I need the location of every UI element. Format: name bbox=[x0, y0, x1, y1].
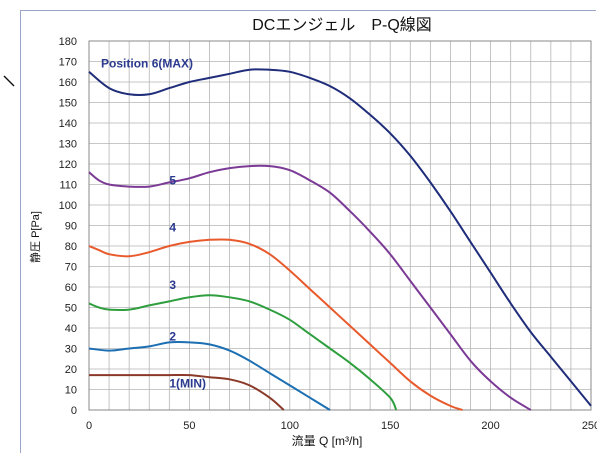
side-marker-icon bbox=[3, 75, 15, 87]
x-tick-label: 250 bbox=[582, 420, 597, 432]
title-background bbox=[217, 11, 467, 37]
series-label-4: 3 bbox=[169, 278, 176, 292]
series-label-2: 5 bbox=[169, 174, 176, 188]
y-tick-label: 90 bbox=[65, 221, 77, 233]
y-tick-label: 130 bbox=[59, 139, 77, 151]
series-lines bbox=[88, 68, 592, 411]
y-tick-label: 160 bbox=[59, 77, 77, 89]
plot-border bbox=[88, 40, 592, 411]
y-tick-label: 20 bbox=[65, 364, 77, 376]
x-tick-label: 150 bbox=[381, 420, 399, 432]
series-label-1: Position 6(MAX) bbox=[101, 57, 193, 71]
y-tick-label: 60 bbox=[65, 282, 77, 294]
x-tick-label: 0 bbox=[86, 420, 92, 432]
chart-title: DCエンジェル P-Q線図 bbox=[252, 16, 432, 34]
series-label-5: 2 bbox=[169, 329, 176, 343]
y-tick-label: 80 bbox=[65, 241, 77, 253]
series-line-6 bbox=[89, 373, 285, 411]
y-axis-label: 静圧 P[Pa] bbox=[28, 211, 42, 263]
series-line-5 bbox=[88, 340, 331, 411]
chart-frame: 0 10 20 30 40 50 60 70 80 90 100 110 120 130 140 150 160… bbox=[20, 10, 600, 454]
grid bbox=[88, 40, 592, 411]
plot-background bbox=[21, 11, 597, 454]
y-tick-label: 110 bbox=[59, 180, 77, 192]
y-tick-label: 170 bbox=[59, 57, 77, 69]
y-tick-label: 50 bbox=[65, 303, 77, 315]
y-tick-label: 40 bbox=[65, 323, 77, 335]
pq-chart: 0102030405060708090100110120130140150160… bbox=[21, 11, 600, 454]
y-tick-label: 120 bbox=[59, 159, 77, 171]
series-line-3 bbox=[88, 238, 463, 411]
x-axis-label: 流量 Q [m³/h] bbox=[292, 434, 363, 448]
x-tick-label: 200 bbox=[481, 420, 499, 432]
series-labels: Position 6(MAX) 5 4 3 2 1(MIN) bbox=[101, 57, 206, 391]
y-tick-label: 140 bbox=[59, 118, 77, 130]
x-tick-label: 100 bbox=[281, 420, 299, 432]
series-line-2 bbox=[88, 164, 532, 411]
x-tick-label: 50 bbox=[183, 420, 195, 432]
y-tick-label: 150 bbox=[59, 98, 77, 110]
y-tick-label: 70 bbox=[65, 262, 77, 274]
axis-ticks: 0102030405060708090100110120130140150160… bbox=[59, 36, 600, 432]
series-line-1 bbox=[88, 68, 592, 407]
y-tick-label: 0 bbox=[71, 405, 77, 417]
series-label-3: 4 bbox=[169, 221, 176, 235]
y-tick-label: 30 bbox=[65, 344, 77, 356]
y-tick-label: 100 bbox=[59, 200, 77, 212]
y-tick-label: 10 bbox=[65, 385, 77, 397]
series-line-4 bbox=[88, 294, 398, 411]
series-label-6: 1(MIN) bbox=[169, 376, 206, 390]
y-tick-label: 180 bbox=[59, 36, 77, 48]
